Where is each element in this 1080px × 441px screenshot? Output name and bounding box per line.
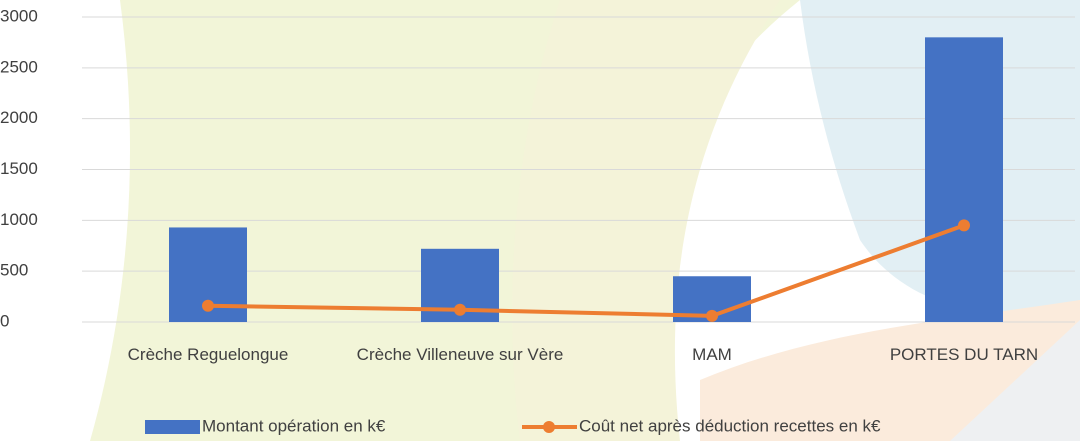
y-tick-label: 1500 (0, 159, 38, 178)
legend-swatch (145, 420, 200, 434)
x-tick-label: MAM (597, 342, 827, 368)
y-tick-label: 2000 (0, 108, 38, 127)
x-tick-label: PORTES DU TARN (849, 342, 1079, 368)
line-point (454, 304, 466, 316)
chart-page: 0 500 1000 1500 2000 2500 3000 Montant opératio… (0, 0, 1080, 441)
line-point (958, 219, 970, 231)
y-tick-label: 3000 (0, 6, 38, 25)
chart: 0 500 1000 1500 2000 2500 3000 Montant opératio… (0, 0, 1080, 441)
y-tick-label: 1000 (0, 210, 38, 229)
bar (925, 37, 1003, 322)
x-tick-label: Crèche Villeneuve sur Vère (345, 342, 575, 368)
x-tick-label: Crèche Reguelongue (93, 342, 323, 368)
legend-label: Montant opération en k€ (202, 416, 386, 435)
y-tick-label: 2500 (0, 57, 38, 76)
y-tick-label: 500 (0, 261, 28, 280)
y-tick-label: 0 (0, 311, 9, 330)
line-point (706, 310, 718, 322)
legend-swatch (543, 421, 555, 433)
line-point (202, 300, 214, 312)
legend-label: Coût net après déduction recettes en k€ (579, 416, 881, 435)
